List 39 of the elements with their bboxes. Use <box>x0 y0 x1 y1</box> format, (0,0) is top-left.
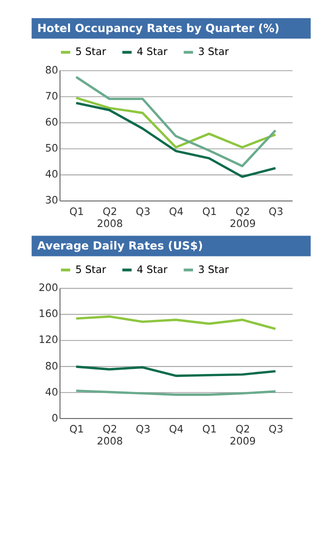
y-tick-label: 70 <box>45 92 58 103</box>
y-tick-label: 60 <box>45 118 58 129</box>
x-tick-label: Q3 <box>136 424 150 436</box>
y-tick-label: 40 <box>45 170 58 181</box>
line-series <box>74 102 277 178</box>
x-tick-label: Q3 <box>136 206 150 218</box>
y-tick-label: 40 <box>45 387 58 398</box>
line-series <box>74 96 277 148</box>
x-tick-label: Q1 <box>69 424 84 436</box>
legend-label: 3 Star <box>198 47 230 58</box>
x-tick-label: Q2 2009 <box>230 206 256 230</box>
legend-label: 4 Star <box>136 264 168 276</box>
chart-title: Hotel Occupancy Rates by Quarter (%) <box>37 22 280 36</box>
y-tick-label: 80 <box>45 65 58 76</box>
line-series <box>74 315 277 330</box>
x-tick-label: Q2 2009 <box>230 424 256 448</box>
y-tick-label: 30 <box>45 196 58 207</box>
x-tick-label: Q1 <box>202 206 217 218</box>
line-series <box>74 76 277 168</box>
legend-label: 4 Star <box>136 47 168 58</box>
x-tick-label: Q4 <box>169 424 184 436</box>
x-tick-label: Q3 <box>268 206 284 218</box>
y-tick-label: 200 <box>38 283 58 294</box>
y-tick-label: 0 <box>52 413 58 424</box>
legend-label: 3 Star <box>198 264 230 276</box>
legend-label: 5 Star <box>75 264 107 276</box>
x-tick-label: Q3 <box>268 424 284 436</box>
y-tick-label: 160 <box>38 309 58 320</box>
y-tick-label: 50 <box>45 144 58 155</box>
chart-title: Average Daily Rates (US$) <box>37 240 203 253</box>
x-tick-label: Q1 <box>202 424 217 436</box>
x-tick-label: Q1 <box>69 206 84 218</box>
x-tick-label: Q2 2008 <box>96 424 123 448</box>
legend-label: 5 Star <box>75 47 107 58</box>
y-tick-label: 120 <box>38 335 58 346</box>
x-tick-label: Q2 2008 <box>96 206 123 230</box>
x-tick-label: Q4 <box>169 206 184 218</box>
line-series <box>74 366 277 377</box>
y-tick-label: 80 <box>45 361 58 372</box>
